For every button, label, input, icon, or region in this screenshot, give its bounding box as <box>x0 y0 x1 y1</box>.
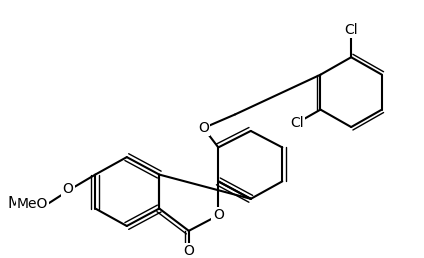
Text: O: O <box>198 121 209 135</box>
Text: O: O <box>183 244 194 258</box>
Text: O: O <box>62 182 73 196</box>
Text: MeO: MeO <box>17 197 48 211</box>
Text: O: O <box>213 208 224 222</box>
Text: Cl: Cl <box>344 23 358 37</box>
Text: MeO: MeO <box>8 196 42 211</box>
Text: Cl: Cl <box>290 116 304 130</box>
